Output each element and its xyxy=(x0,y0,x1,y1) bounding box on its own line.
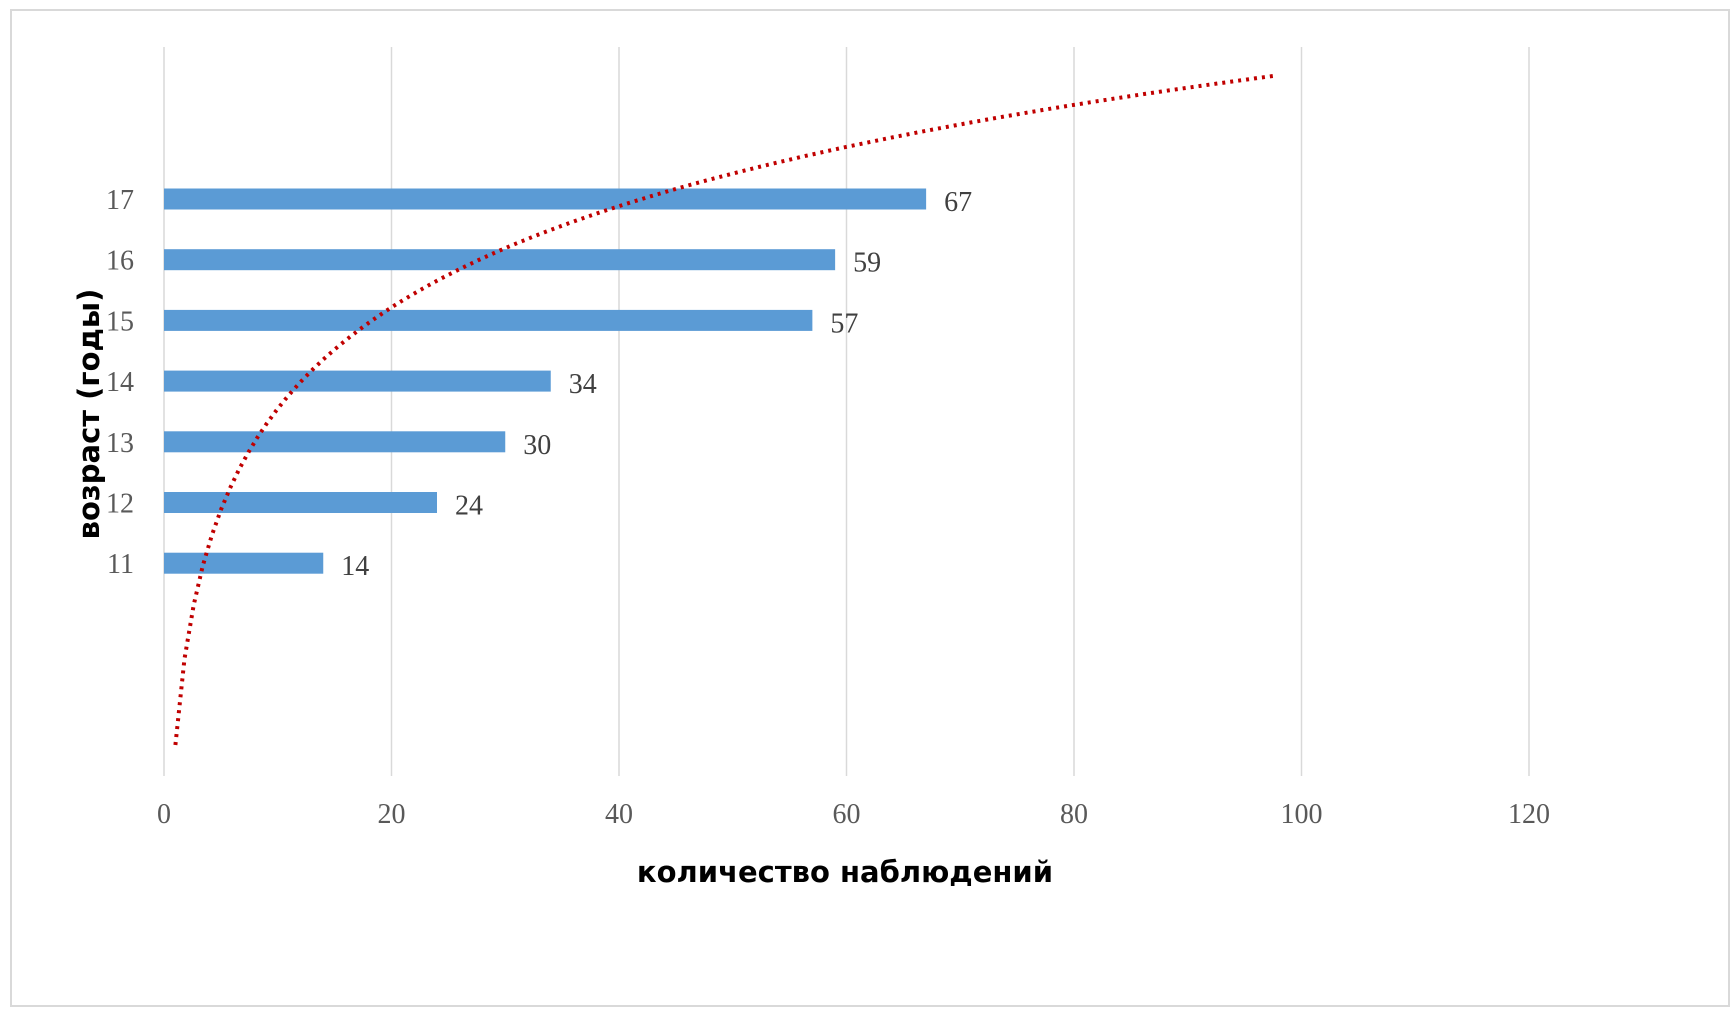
trendline-layer xyxy=(173,74,1274,746)
y-tick-label-14: 14 xyxy=(106,367,134,398)
x-tick-label: 120 xyxy=(1508,799,1550,830)
x-axis-ticks: 0 20 40 60 80 100 120 xyxy=(157,799,1550,830)
bar-14 xyxy=(164,370,551,392)
data-label-16: 59 xyxy=(853,248,881,279)
y-tick-label-11: 11 xyxy=(107,549,134,580)
bar-15 xyxy=(164,309,813,331)
y-axis-title: возраст (годы) xyxy=(72,289,106,540)
bar-11 xyxy=(164,552,324,574)
trendline xyxy=(173,74,1274,746)
bar-16 xyxy=(164,249,836,271)
data-label-14: 34 xyxy=(569,369,597,400)
bar-13 xyxy=(164,431,506,453)
y-tick-label-15: 15 xyxy=(106,306,134,337)
x-tick-label: 100 xyxy=(1281,799,1323,830)
x-tick-label: 20 xyxy=(378,799,406,830)
data-label-12: 24 xyxy=(455,491,483,522)
bars xyxy=(164,188,927,574)
chart-frame: 14 24 30 34 57 59 67 11 12 13 14 15 16 17 0 20 40 60 80 1… xyxy=(10,9,1730,1007)
bar-chart: 14 24 30 34 57 59 67 11 12 13 14 15 16 17 0 20 40 60 80 1… xyxy=(72,47,1550,889)
x-tick-label: 60 xyxy=(833,799,861,830)
bar-17 xyxy=(164,188,927,210)
data-label-15: 57 xyxy=(830,308,858,339)
x-tick-label: 0 xyxy=(157,799,171,830)
bar-12 xyxy=(164,492,437,513)
data-label-11: 14 xyxy=(341,551,369,582)
gridlines xyxy=(163,47,1530,776)
x-tick-label: 40 xyxy=(605,799,633,830)
data-labels: 14 24 30 34 57 59 67 xyxy=(341,187,972,582)
x-tick-label: 80 xyxy=(1060,799,1088,830)
data-label-13: 30 xyxy=(523,430,551,461)
y-tick-label-16: 16 xyxy=(106,246,134,277)
y-tick-label-12: 12 xyxy=(106,489,134,520)
y-axis-ticks: 11 12 13 14 15 16 17 xyxy=(106,185,134,580)
data-label-17: 67 xyxy=(944,187,972,218)
y-tick-label-13: 13 xyxy=(106,428,134,459)
x-axis-title: количество наблюдений xyxy=(637,855,1053,889)
y-tick-label-17: 17 xyxy=(106,185,134,216)
